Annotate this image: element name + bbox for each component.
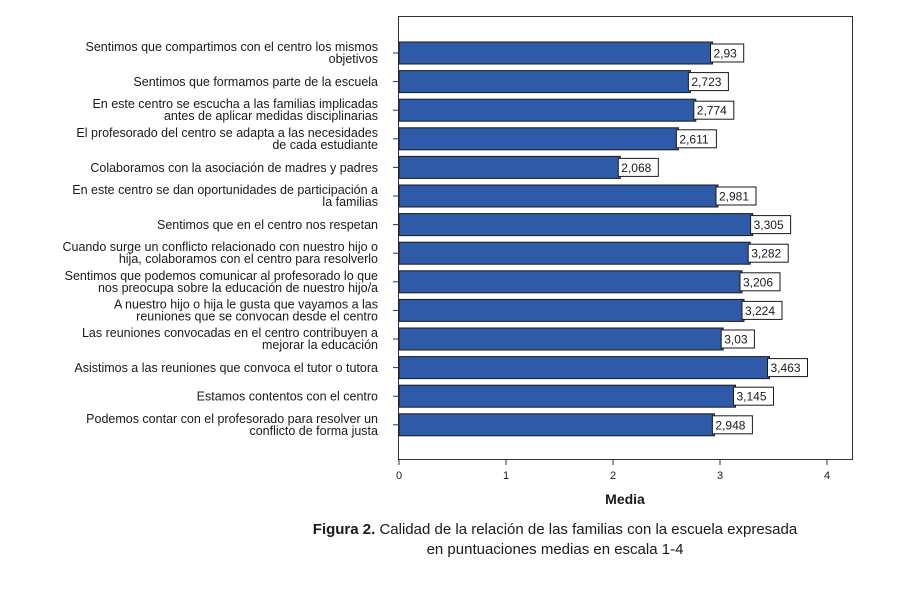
x-tick-label: 4 xyxy=(824,470,830,482)
category-label: Sentimos que en el centro nos respetan xyxy=(157,218,378,232)
value-label: 2,948 xyxy=(715,418,745,432)
value-label: 2,981 xyxy=(719,190,749,204)
bar xyxy=(398,155,621,179)
value-label: 2,611 xyxy=(679,132,708,146)
category-label: Las reuniones convocadas en el centro co… xyxy=(82,326,378,352)
value-label: 3,145 xyxy=(737,390,767,404)
category-label: En este centro se escucha a las familias… xyxy=(92,97,378,123)
value-label-box xyxy=(747,243,789,263)
value-label-box xyxy=(720,329,755,349)
category-label: En este centro se dan oportunidades de p… xyxy=(72,183,378,209)
category-label: Podemos contar con el profesorado para r… xyxy=(86,412,378,438)
x-tick-label: 0 xyxy=(396,470,402,482)
value-label-box xyxy=(750,215,792,235)
bar xyxy=(398,41,713,65)
category-label: A nuestro hijo o hija le gusta que vayam… xyxy=(114,297,378,323)
value-label-box xyxy=(733,386,774,406)
category-label: Cuando surge un conflicto relacionado co… xyxy=(63,240,379,266)
value-label: 3,206 xyxy=(743,275,773,289)
category-label: Sentimos que formamos parte de la escuel… xyxy=(133,75,378,89)
value-label-box xyxy=(767,358,808,378)
category-label: Sentimos que podemos comunicar al profes… xyxy=(65,269,378,295)
caption-line-1: Calidad de la relación de las familias c… xyxy=(379,521,798,538)
figure-number: Figura 2. xyxy=(312,521,376,538)
category-label: El profesorado del centro se adapta a la… xyxy=(76,126,378,152)
value-label: 2,723 xyxy=(691,75,721,89)
x-tick-label: 1 xyxy=(503,470,509,482)
category-labels: Sentimos que compartimos con el centro l… xyxy=(63,40,379,438)
value-label: 3,282 xyxy=(751,247,781,261)
value-label-box xyxy=(710,43,745,63)
category-label: Sentimos que compartimos con el centro l… xyxy=(86,40,378,66)
value-label: 3,463 xyxy=(771,361,801,375)
x-tick-label: 3 xyxy=(717,470,723,482)
value-label-box xyxy=(715,186,757,206)
value-label-box xyxy=(675,129,717,149)
caption-line-2: en puntuaciones medias en escala 1-4 xyxy=(426,541,684,558)
value-label-box xyxy=(739,272,781,292)
value-label-box xyxy=(617,157,659,177)
value-label-box xyxy=(711,415,753,435)
value-label: 3,03 xyxy=(724,333,748,347)
bar xyxy=(398,241,751,265)
figure-caption: Figura 2. Calidad de la relación de las … xyxy=(250,520,860,560)
category-label: Estamos contentos con el centro xyxy=(197,390,378,404)
bar xyxy=(398,413,715,437)
value-label: 2,068 xyxy=(621,161,651,175)
bar xyxy=(398,213,754,237)
bar xyxy=(398,384,736,408)
bar xyxy=(398,327,724,351)
bar xyxy=(398,356,770,380)
x-axis: 0 1 2 3 4 xyxy=(393,52,830,482)
bar xyxy=(398,270,743,294)
category-label: Asistimos a las reuniones que convoca el… xyxy=(74,361,378,375)
value-label: 2,774 xyxy=(697,104,727,118)
value-label: 3,305 xyxy=(754,218,784,232)
bars-group: 2,93 2,723 2,774 2,611 2,068 2,981 3,305 3,282 3… xyxy=(398,41,808,437)
bar-chart: 2,93 2,723 2,774 2,611 2,068 2,981 3,305 3,282 3… xyxy=(63,16,853,507)
bar xyxy=(398,98,697,122)
value-label-box xyxy=(693,100,735,120)
bar xyxy=(398,70,691,94)
bar xyxy=(398,298,745,322)
x-axis-title: Media xyxy=(605,491,645,507)
category-label: Colaboramos con la asociación de madres … xyxy=(90,161,378,175)
value-label-box xyxy=(687,72,729,92)
bar xyxy=(398,184,719,208)
x-tick-label: 2 xyxy=(610,470,616,482)
value-label: 2,93 xyxy=(714,47,738,61)
bar xyxy=(398,127,679,151)
value-label: 3,224 xyxy=(745,304,775,318)
value-label-box xyxy=(741,300,783,320)
